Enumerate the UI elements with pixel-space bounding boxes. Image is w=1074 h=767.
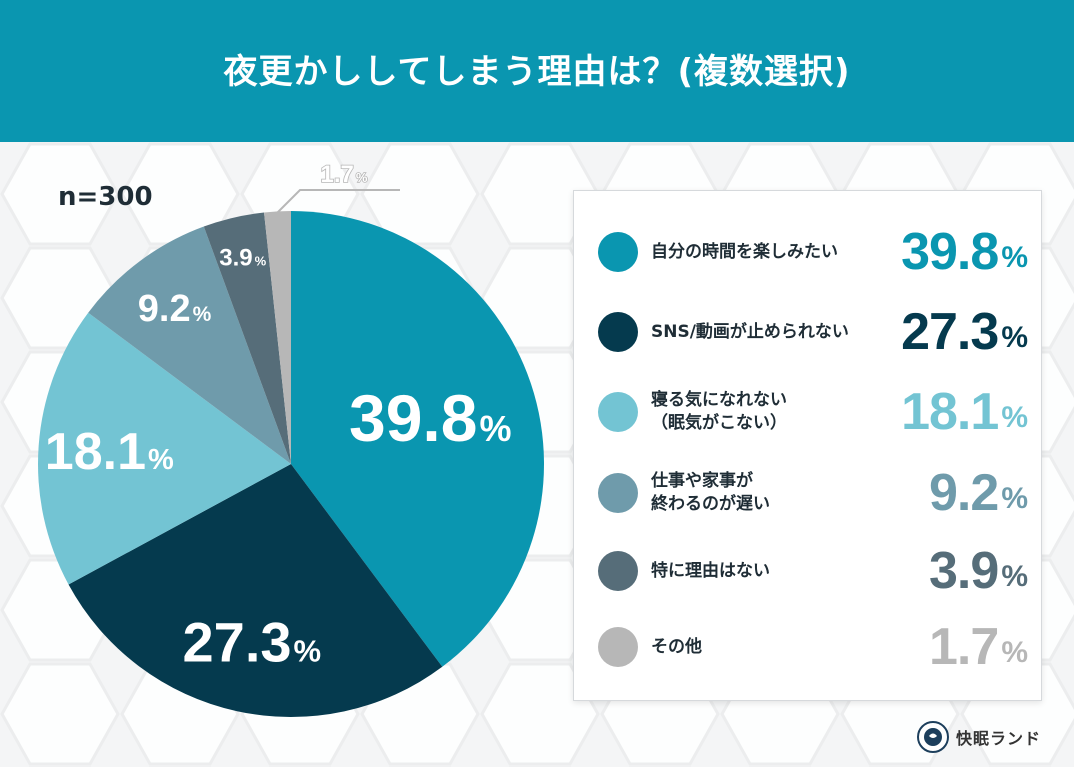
legend-value: 3.9% bbox=[929, 542, 1028, 600]
legend-value: 1.7% bbox=[929, 618, 1028, 676]
legend-item: SNS/動画が止められない 27.3% bbox=[574, 292, 1041, 372]
legend-label: 自分の時間を楽しみたい bbox=[651, 241, 838, 262]
legend-value: 18.1% bbox=[901, 383, 1028, 441]
legend-label: 寝る気になれない （眠気がこない） bbox=[651, 390, 787, 433]
legend-item: 仕事や家事が 終わるのが遅い 9.2% bbox=[574, 453, 1041, 533]
pie-slice bbox=[203, 212, 291, 464]
legend-label: SNS/動画が止められない bbox=[651, 321, 849, 342]
legend-item: 寝る気になれない （眠気がこない） 18.1% bbox=[574, 372, 1041, 452]
legend-value: 9.2% bbox=[929, 464, 1028, 522]
legend-color-dot bbox=[598, 312, 638, 352]
legend-value: 39.8% bbox=[901, 223, 1028, 281]
brand-name: 快眠ランド bbox=[956, 729, 1042, 748]
slice-data-label: 9.2% bbox=[138, 288, 212, 330]
chart-legend: 自分の時間を楽しみたい 39.8% SNS/動画が止められない 27.3% 寝る気になれ… bbox=[573, 190, 1042, 701]
pie-slice bbox=[37, 312, 291, 585]
legend-label: 特に理由はない bbox=[651, 560, 770, 581]
header-banner: 夜更かししてしまう理由は？(複数選択) bbox=[0, 0, 1074, 142]
legend-label: 仕事や家事が 終わるのが遅い bbox=[651, 471, 770, 514]
brand-footer: 快眠ランド bbox=[916, 719, 1041, 755]
legend-color-dot bbox=[598, 551, 638, 591]
leader-line bbox=[276, 189, 400, 214]
pie-slice bbox=[291, 211, 545, 667]
legend-color-dot bbox=[598, 627, 638, 667]
slice-data-label: 3.9% bbox=[219, 244, 266, 271]
pie-slice bbox=[88, 226, 291, 464]
slice-data-label: 1.7% bbox=[321, 161, 368, 188]
legend-label: その他 bbox=[651, 636, 702, 657]
sample-size-label: n=300 bbox=[58, 182, 153, 212]
legend-color-dot bbox=[598, 473, 638, 513]
brand-logo-icon bbox=[917, 721, 949, 753]
legend-item: 自分の時間を楽しみたい 39.8% bbox=[574, 212, 1041, 292]
pie-slice bbox=[68, 464, 443, 718]
slice-data-label: 27.3% bbox=[183, 610, 322, 673]
legend-item: その他 1.7% bbox=[574, 607, 1041, 687]
slice-data-label: 39.8% bbox=[349, 381, 511, 455]
slice-data-label: 18.1% bbox=[45, 423, 174, 481]
legend-value: 27.3% bbox=[901, 303, 1028, 361]
legend-item: 特に理由はない 3.9% bbox=[574, 531, 1041, 611]
pie-chart: 39.8% 27.3% 18.1% 9.2% 3.9 % 1.7% bbox=[37, 160, 545, 718]
legend-color-dot bbox=[598, 392, 638, 432]
chart-title: 夜更かししてしまう理由は？(複数選択) bbox=[223, 51, 851, 92]
legend-color-dot bbox=[598, 232, 638, 272]
pie-slice bbox=[264, 211, 291, 464]
